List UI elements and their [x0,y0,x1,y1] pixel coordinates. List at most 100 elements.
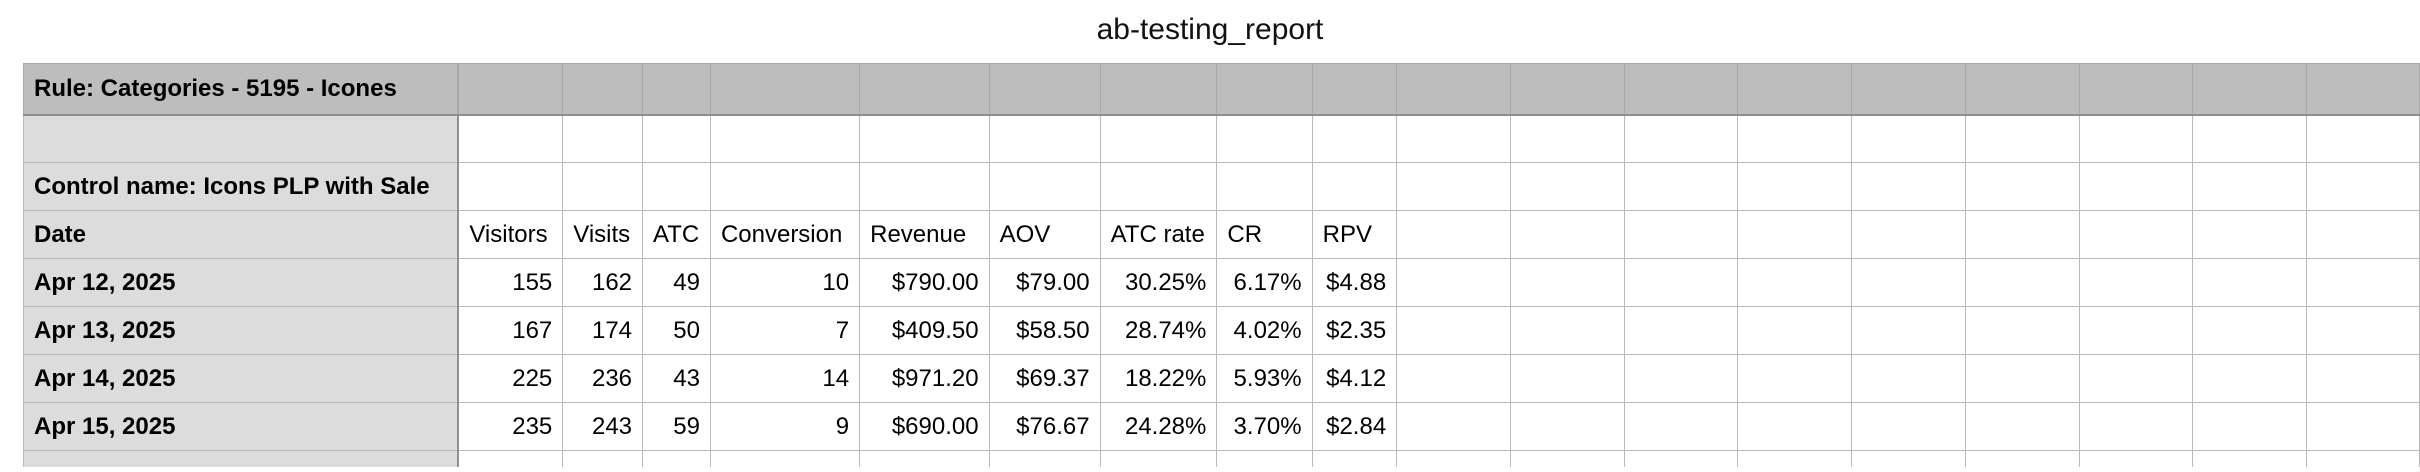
cell[interactable] [1737,354,1853,403]
column-header-conversion[interactable]: Conversion [709,210,861,259]
cell[interactable] [642,114,711,163]
cell[interactable] [1311,162,1398,211]
date-cell[interactable]: Apr 12, 2025 [23,258,460,307]
cell[interactable] [562,162,644,211]
cell[interactable] [709,162,861,211]
cell[interactable] [2306,162,2420,211]
date-header-cell[interactable]: Date [23,210,460,259]
cell[interactable] [562,63,644,116]
cell[interactable] [1509,354,1625,403]
conversion-cell[interactable]: 9 [709,402,861,451]
cell[interactable] [1509,258,1625,307]
cell[interactable] [988,162,1101,211]
cell[interactable] [988,450,1101,467]
rule-title-cell[interactable]: Rule: Categories - 5195 - Icones [23,63,460,116]
cell[interactable] [2078,402,2194,451]
cell[interactable] [562,114,644,163]
atc-cell[interactable]: 50 [642,306,711,355]
cell[interactable] [1964,63,2080,116]
cell[interactable] [1216,114,1313,163]
cell[interactable] [709,63,861,116]
aov-cell[interactable]: $58.50 [988,306,1101,355]
cell[interactable] [642,450,711,467]
cell[interactable] [1737,162,1853,211]
cell[interactable] [2306,354,2420,403]
cell[interactable] [1099,114,1218,163]
cell[interactable] [1396,402,1511,451]
cell[interactable] [2078,450,2194,467]
cr-cell[interactable]: 5.93% [1216,354,1313,403]
cell[interactable] [859,114,990,163]
cell[interactable] [2192,258,2308,307]
conversion-cell[interactable]: 14 [709,354,861,403]
cell[interactable] [1737,258,1853,307]
cell[interactable] [457,63,564,116]
cell[interactable] [1737,306,1853,355]
cell[interactable] [1964,210,2080,259]
cell[interactable] [2192,306,2308,355]
cell[interactable] [1509,162,1625,211]
cell[interactable] [1396,210,1511,259]
cell[interactable] [1964,450,2080,467]
date-cell[interactable]: Apr 15, 2025 [23,402,460,451]
cell[interactable] [1623,162,1739,211]
cell[interactable] [1851,210,1966,259]
cell[interactable] [2306,402,2420,451]
cell[interactable] [1851,258,1966,307]
cell[interactable] [1509,306,1625,355]
cell[interactable] [457,162,564,211]
cell[interactable] [457,114,564,163]
cell[interactable] [1509,63,1625,116]
cell[interactable] [1623,354,1739,403]
cell[interactable] [1623,210,1739,259]
cell[interactable] [1851,63,1966,116]
cell[interactable] [1737,63,1853,116]
cell[interactable] [1311,450,1398,467]
cr-cell[interactable]: 3.70% [1216,402,1313,451]
cell[interactable] [1099,450,1218,467]
visits-cell[interactable]: 174 [562,306,644,355]
cell[interactable] [2306,210,2420,259]
cell[interactable] [2306,258,2420,307]
cell[interactable] [1851,354,1966,403]
column-header-revenue[interactable]: Revenue [859,210,990,259]
cell[interactable] [1623,114,1739,163]
cell[interactable] [1311,114,1398,163]
cell[interactable] [2192,450,2308,467]
cell[interactable] [2078,258,2194,307]
visitors-cell[interactable]: 167 [457,306,564,355]
cell[interactable] [642,162,711,211]
aov-cell[interactable]: $76.67 [988,402,1101,451]
cell[interactable] [859,162,990,211]
row-header-cell[interactable] [23,114,460,163]
cell[interactable] [709,114,861,163]
date-cell[interactable]: Apr 14, 2025 [23,354,460,403]
cell[interactable] [2306,450,2420,467]
cell[interactable] [562,450,644,467]
cell[interactable] [859,450,990,467]
cell[interactable] [1737,450,1853,467]
conversion-cell[interactable]: 7 [709,306,861,355]
column-header-atc-rate[interactable]: ATC rate [1099,210,1218,259]
cell[interactable] [1964,354,2080,403]
rpv-cell[interactable]: $4.12 [1311,354,1398,403]
visits-cell[interactable]: 243 [562,402,644,451]
revenue-cell[interactable]: $690.00 [859,402,990,451]
cell[interactable] [859,63,990,116]
cell[interactable] [2078,306,2194,355]
cell[interactable] [2306,114,2420,163]
cell[interactable] [1396,306,1511,355]
cell[interactable] [2192,354,2308,403]
cell[interactable] [2078,162,2194,211]
column-header-visitors[interactable]: Visitors [457,210,564,259]
cr-cell[interactable]: 4.02% [1216,306,1313,355]
cell[interactable] [1396,354,1511,403]
date-cell[interactable]: Apr 13, 2025 [23,306,460,355]
atc-cell[interactable]: 59 [642,402,711,451]
rpv-cell[interactable]: $2.84 [1311,402,1398,451]
cell[interactable] [1964,402,2080,451]
cell[interactable] [1851,114,1966,163]
visitors-cell[interactable]: 225 [457,354,564,403]
cell[interactable] [2078,114,2194,163]
visits-cell[interactable]: 162 [562,258,644,307]
